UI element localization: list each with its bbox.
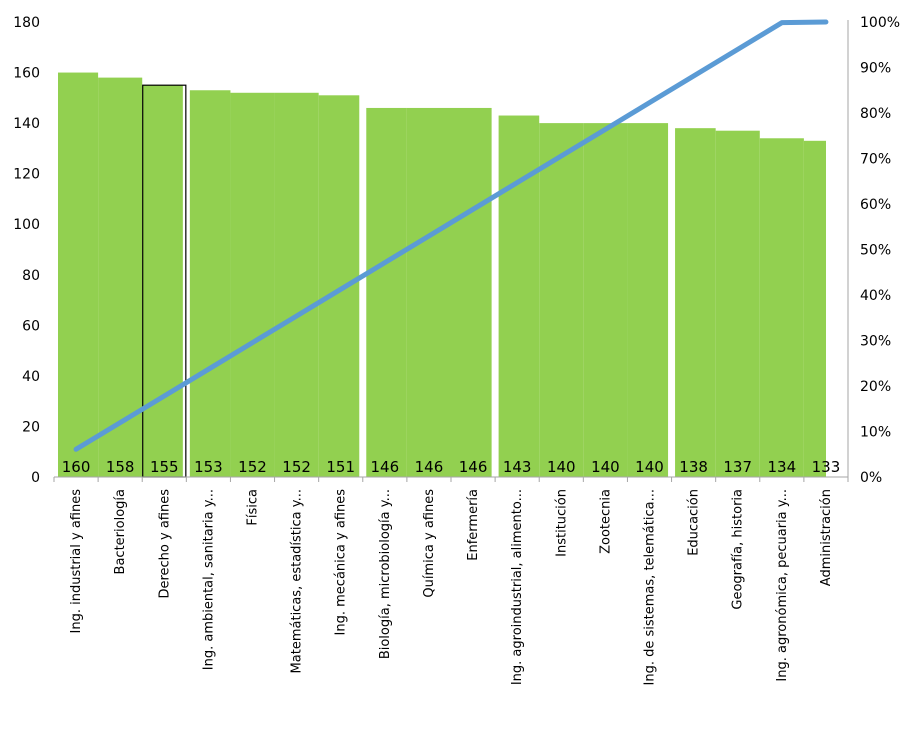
data-label-12: 140 — [591, 458, 620, 476]
category-label-6: Ing. mecánica y afines — [334, 489, 349, 636]
category-label-7: Biología, microbiología y... — [378, 489, 393, 659]
y-right-tick-label: 0% — [860, 470, 882, 486]
axes-layer: 0 20 40 60 80 100 120 140 160 180 0% 10% 20% 30% 40% 50… — [13, 15, 900, 486]
category-label-2: Derecho y afines — [157, 489, 172, 599]
category-label-5: Matemáticas, estadística y... — [290, 489, 305, 673]
bar-11 — [539, 123, 584, 477]
bar-0 — [58, 72, 99, 478]
bar-8 — [406, 107, 451, 477]
bar-15 — [715, 130, 760, 477]
data-label-8: 146 — [415, 458, 444, 476]
y-right-tick-label: 90% — [860, 61, 891, 77]
y-right-tick-label: 100% — [860, 15, 900, 31]
data-label-4: 152 — [238, 458, 267, 476]
y-left-tick-label: 160 — [13, 66, 40, 82]
category-label-3: Ing. ambiental, sanitaria y... — [201, 489, 216, 670]
data-label-13: 140 — [635, 458, 664, 476]
bar-10 — [498, 115, 540, 478]
category-label-12: Zootecnia — [598, 489, 613, 554]
category-label-4: Física — [246, 489, 261, 526]
bar-13 — [627, 123, 669, 477]
category-label-13: Ing. de sistemas, telemática... — [643, 489, 658, 685]
y-left-tick-label: 120 — [13, 167, 40, 183]
category-label-15: Geografía, historia — [731, 489, 746, 610]
y-left-tick-label: 180 — [13, 15, 40, 31]
data-label-3: 153 — [194, 458, 223, 476]
bar-16 — [759, 138, 804, 477]
bar-14 — [675, 128, 716, 477]
y-left-tick-label: 140 — [13, 116, 40, 132]
y-right-tick-label: 40% — [860, 288, 891, 304]
bar-6 — [318, 95, 360, 478]
bar-9 — [451, 107, 492, 477]
y-left-tick-label: 100 — [13, 217, 40, 233]
data-label-7: 146 — [371, 458, 400, 476]
data-label-10: 143 — [503, 458, 532, 476]
category-label-16: Ing. agronómica, pecuaria y... — [775, 489, 790, 682]
y-right-tick-label: 70% — [860, 152, 891, 168]
category-label-17: Administración — [819, 489, 834, 586]
category-label-14: Educación — [687, 489, 702, 556]
data-label-2: 155 — [150, 458, 179, 476]
data-label-5: 152 — [282, 458, 311, 476]
bar-12 — [583, 123, 628, 477]
data-label-17: 133 — [812, 458, 841, 476]
y-right-tick-label: 60% — [860, 197, 891, 213]
y-left-tick-label: 20 — [22, 419, 40, 435]
data-label-14: 138 — [679, 458, 708, 476]
bar-1 — [98, 77, 143, 477]
y-right-tick-label: 80% — [860, 106, 891, 122]
data-label-16: 134 — [768, 458, 797, 476]
category-label-1: Bacteriología — [113, 489, 128, 574]
y-right-tick-label: 20% — [860, 379, 891, 395]
bar-17 — [803, 140, 826, 478]
bar-5 — [274, 92, 319, 478]
data-label-15: 137 — [723, 458, 752, 476]
y-left-tick-label: 0 — [31, 470, 40, 486]
data-label-6: 151 — [326, 458, 355, 476]
data-label-1: 158 — [106, 458, 135, 476]
bar-4 — [230, 92, 275, 478]
y-left-tick-label: 40 — [22, 369, 40, 385]
y-right-tick-label: 30% — [860, 334, 891, 350]
data-label-0: 160 — [62, 458, 91, 476]
data-label-9: 146 — [459, 458, 488, 476]
y-right-tick-label: 50% — [860, 243, 891, 259]
category-label-10: Ing. agroindustrial, alimento... — [510, 489, 525, 685]
line-layer — [73, 19, 829, 452]
bars-layer — [58, 72, 826, 478]
cumulative-line — [73, 19, 829, 452]
y-left-tick-label: 60 — [22, 318, 40, 334]
category-label-11: Institución — [554, 489, 569, 557]
bar-2 — [142, 85, 183, 477]
category-label-8: Química y afines — [422, 489, 437, 598]
bar-3 — [189, 90, 231, 477]
labels-layer: 160 158 155 153 152 152 151 146 146 146 143 140 140 1… — [62, 458, 841, 685]
category-label-9: Enfermería — [466, 489, 481, 561]
data-label-11: 140 — [547, 458, 576, 476]
bar-7 — [366, 107, 407, 477]
y-right-tick-label: 10% — [860, 425, 891, 441]
category-label-0: Ing. industrial y afines — [69, 489, 84, 634]
y-left-tick-label: 80 — [22, 268, 40, 284]
